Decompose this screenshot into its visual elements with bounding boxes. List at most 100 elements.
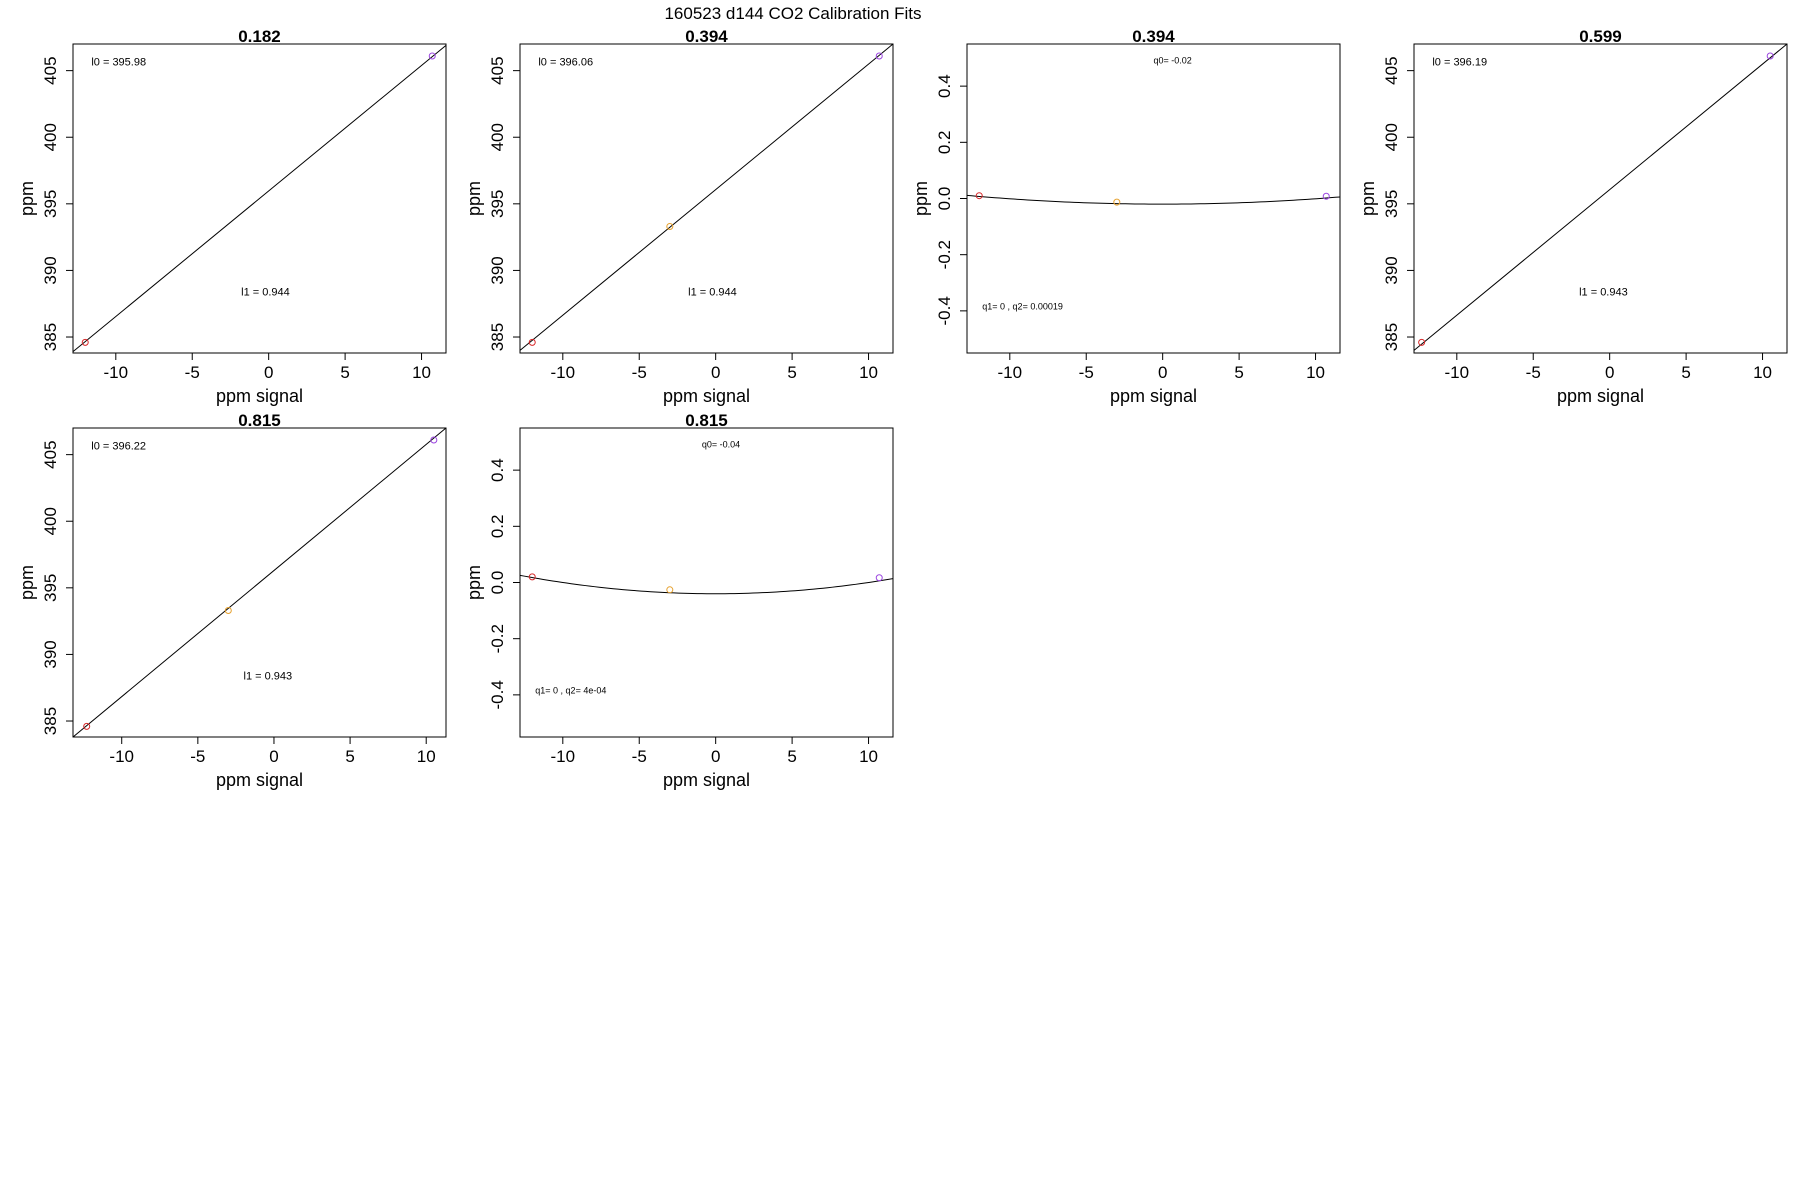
y-tick-label: -0.2 <box>935 240 954 269</box>
chart-panel: 0.394 -10 -5 0 5 10 ppm signal -0.4 -0.2 0.0 0.2 0.… <box>911 27 1341 406</box>
y-tick-label: -0.4 <box>935 296 954 325</box>
chart-panel: 0.599 -10 -5 0 5 10 ppm signal 385 390 395 400 405 p… <box>1358 27 1788 406</box>
fit-annotation: q1= 0 , q2= 0.00019 <box>982 301 1063 311</box>
plot-area <box>967 192 1340 206</box>
fit-annotation: l0 = 396.06 <box>538 56 593 68</box>
figure-title: 160523 d144 CO2 Calibration Fits <box>664 4 921 23</box>
fit-annotation: q0= -0.04 <box>702 440 740 450</box>
x-tick-label: -10 <box>998 363 1023 382</box>
data-point <box>1766 52 1774 60</box>
fit-annotation: q0= -0.02 <box>1154 56 1192 66</box>
plot-area <box>520 573 893 595</box>
data-point <box>83 722 91 730</box>
x-tick-label: 0 <box>711 363 720 382</box>
fit-line <box>1414 44 1787 351</box>
x-axis-label: ppm signal <box>663 770 750 790</box>
data-point <box>875 574 883 582</box>
y-tick-label: 390 <box>488 256 507 284</box>
y-tick-label: 405 <box>41 56 60 84</box>
y-tick-label: 385 <box>488 323 507 351</box>
data-point <box>1418 338 1426 346</box>
data-point <box>528 338 536 346</box>
y-tick-label: 400 <box>488 123 507 151</box>
fit-annotation: l1 = 0.944 <box>688 287 737 299</box>
x-tick-label: -10 <box>1445 363 1470 382</box>
x-axis-label: ppm signal <box>663 386 750 406</box>
y-tick-label: 395 <box>41 574 60 602</box>
x-tick-label: -5 <box>1526 363 1541 382</box>
chart-panel: 0.815 -10 -5 0 5 10 ppm signal 385 390 395 400 405 p… <box>17 411 447 790</box>
x-tick-label: 0 <box>1158 363 1167 382</box>
x-axis-label: ppm signal <box>216 770 303 790</box>
x-tick-label: 10 <box>859 363 878 382</box>
y-tick-label: 0.4 <box>935 74 954 98</box>
data-point <box>428 52 436 60</box>
y-tick-label: 385 <box>41 323 60 351</box>
plot-frame <box>519 43 894 354</box>
panel-title: 0.815 <box>238 411 281 430</box>
fit-annotation: q1= 0 , q2= 4e-04 <box>535 685 606 695</box>
panel-title: 0.599 <box>1579 27 1622 46</box>
plot-frame <box>72 43 447 354</box>
fit-annotation: l1 = 0.943 <box>1579 287 1628 299</box>
x-tick-label: 5 <box>787 747 796 766</box>
fit-line <box>73 428 446 737</box>
plot-area <box>73 44 446 353</box>
x-tick-label: 5 <box>345 747 354 766</box>
x-tick-label: -5 <box>190 747 205 766</box>
y-tick-label: 405 <box>488 56 507 84</box>
panel-title: 0.394 <box>685 27 728 46</box>
x-tick-label: -10 <box>109 747 134 766</box>
x-tick-label: 10 <box>1306 363 1325 382</box>
panel-title: 0.182 <box>238 27 281 46</box>
y-axis-label: ppm <box>17 565 37 600</box>
x-tick-label: -10 <box>551 747 576 766</box>
x-tick-label: -5 <box>632 363 647 382</box>
fit-curve <box>967 194 1340 205</box>
y-tick-label: -0.4 <box>488 680 507 709</box>
plot-frame <box>72 427 447 738</box>
data-point <box>666 586 674 594</box>
data-point <box>1322 192 1330 200</box>
x-tick-label: 0 <box>1605 363 1614 382</box>
x-tick-label: 5 <box>1681 363 1690 382</box>
plot-area <box>1414 44 1787 351</box>
y-tick-label: 0.0 <box>488 571 507 595</box>
panel-title: 0.394 <box>1132 27 1175 46</box>
x-tick-label: 5 <box>340 363 349 382</box>
y-tick-label: 400 <box>41 123 60 151</box>
y-tick-label: -0.2 <box>488 624 507 653</box>
plot-frame <box>1413 43 1788 354</box>
data-point <box>1113 198 1121 206</box>
data-point <box>430 436 438 444</box>
y-axis-label: ppm <box>464 565 484 600</box>
y-tick-label: 0.0 <box>935 187 954 211</box>
data-point <box>224 606 232 614</box>
x-tick-label: 5 <box>787 363 796 382</box>
x-tick-label: -5 <box>1079 363 1094 382</box>
y-tick-label: 400 <box>41 507 60 535</box>
x-axis-label: ppm signal <box>1557 386 1644 406</box>
data-point <box>81 338 89 346</box>
x-tick-label: 0 <box>711 747 720 766</box>
plot-area <box>73 428 446 737</box>
y-tick-label: 0.4 <box>488 458 507 482</box>
y-tick-label: 395 <box>488 190 507 218</box>
y-axis-label: ppm <box>17 181 37 216</box>
x-tick-label: 10 <box>859 747 878 766</box>
y-axis-label: ppm <box>911 181 931 216</box>
data-point <box>975 192 983 200</box>
y-tick-label: 405 <box>1382 56 1401 84</box>
y-axis-label: ppm <box>464 181 484 216</box>
x-tick-label: -10 <box>104 363 129 382</box>
chart-panel: 0.815 -10 -5 0 5 10 ppm signal -0.4 -0.2 0.0 0.2 0.… <box>464 411 894 790</box>
chart-panel: 0.182 -10 -5 0 5 10 ppm signal 385 390 395 400 405 p… <box>17 27 447 406</box>
x-tick-label: 10 <box>412 363 431 382</box>
data-point <box>528 573 536 581</box>
y-tick-label: 395 <box>41 190 60 218</box>
fit-line <box>73 44 446 353</box>
y-tick-label: 390 <box>41 256 60 284</box>
y-tick-label: 390 <box>41 640 60 668</box>
y-tick-label: 395 <box>1382 190 1401 218</box>
